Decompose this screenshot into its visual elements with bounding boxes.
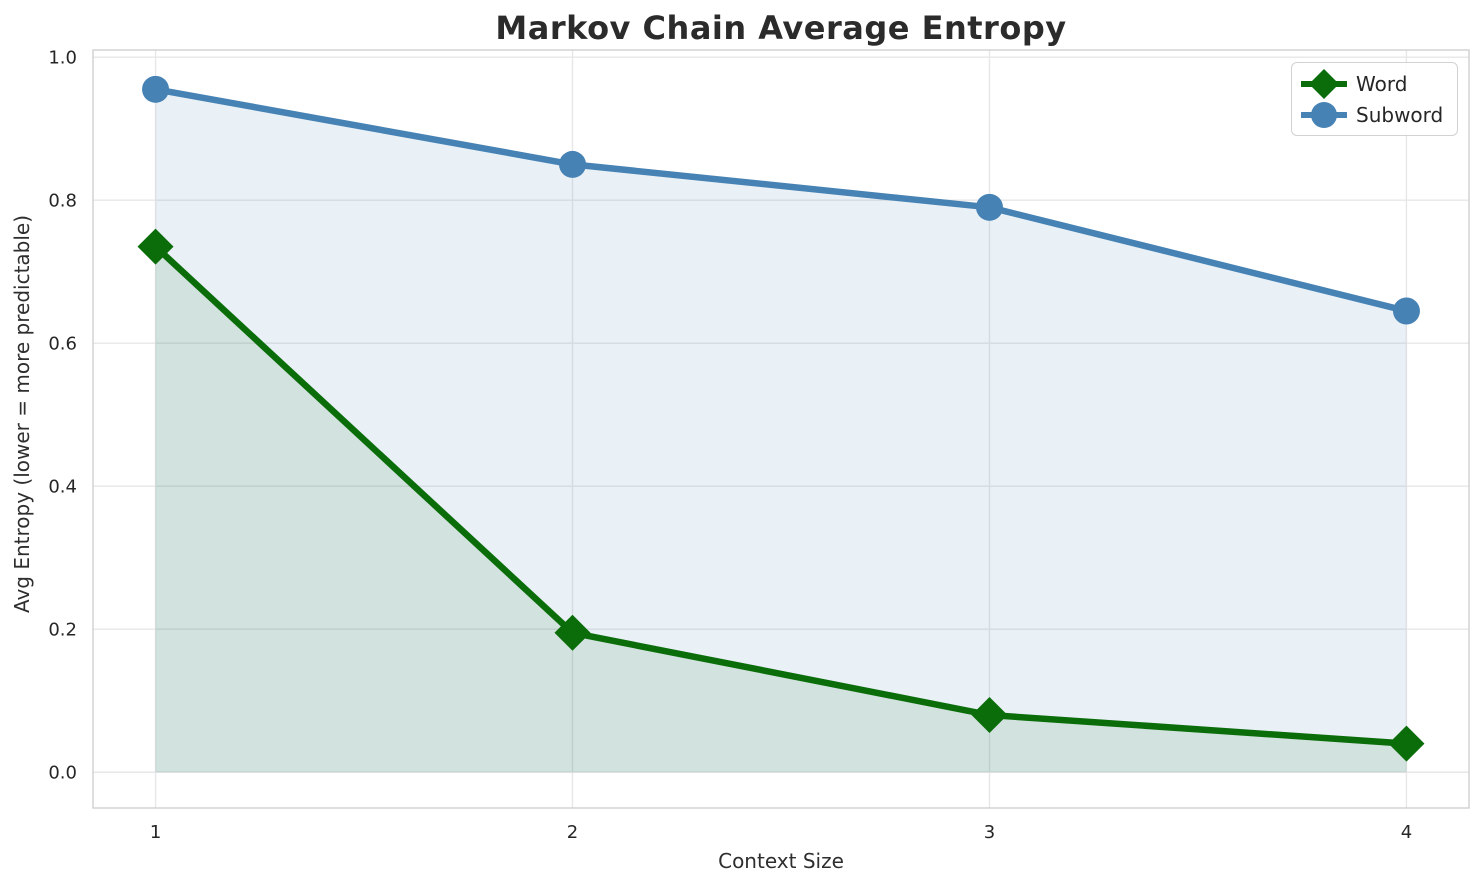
y-tick-label: 0.8 [48,190,77,211]
legend-label-subword: Subword [1356,102,1444,127]
subword-marker [142,75,170,103]
subword-marker [1392,297,1420,325]
legend-label-word: Word [1356,71,1408,96]
subword-line [152,86,1410,315]
legend-item-subword: Subword [1292,99,1457,130]
x-tick-label: 2 [567,822,578,843]
word-diamond-icon [1299,68,1349,99]
axes-frame [92,49,1470,809]
subword-marker [975,193,1003,221]
word-legend-glyph [1299,68,1349,99]
word-marker [1388,725,1425,762]
y-axis-label: Avg Entropy (lower = more predictable) [10,214,34,614]
subword-circle-icon [1299,100,1349,130]
legend-item-word: Word [1292,68,1457,99]
x-tick-label: 3 [984,822,995,843]
x-tick-label: 4 [1401,822,1412,843]
y-tick-label: 0.0 [48,763,77,784]
y-tick-label: 0.4 [48,477,77,498]
word-marker [554,614,591,651]
x-tick-label: 1 [150,822,161,843]
word-line [152,243,1410,747]
x-axis-label: Context Size [718,849,844,873]
word-marker [137,228,174,265]
subword-area-fill [155,89,1407,773]
legend: Word Subword [1291,62,1458,136]
y-tick-label: 0.6 [48,333,77,354]
chart-title: Markov Chain Average Entropy [495,9,1067,47]
subword-legend-glyph [1299,101,1349,128]
y-tick-label: 0.2 [48,620,77,641]
y-tick-label: 1.0 [48,47,77,68]
word-area-fill [155,246,1407,773]
word-marker [971,697,1008,734]
subword-marker [559,150,587,178]
